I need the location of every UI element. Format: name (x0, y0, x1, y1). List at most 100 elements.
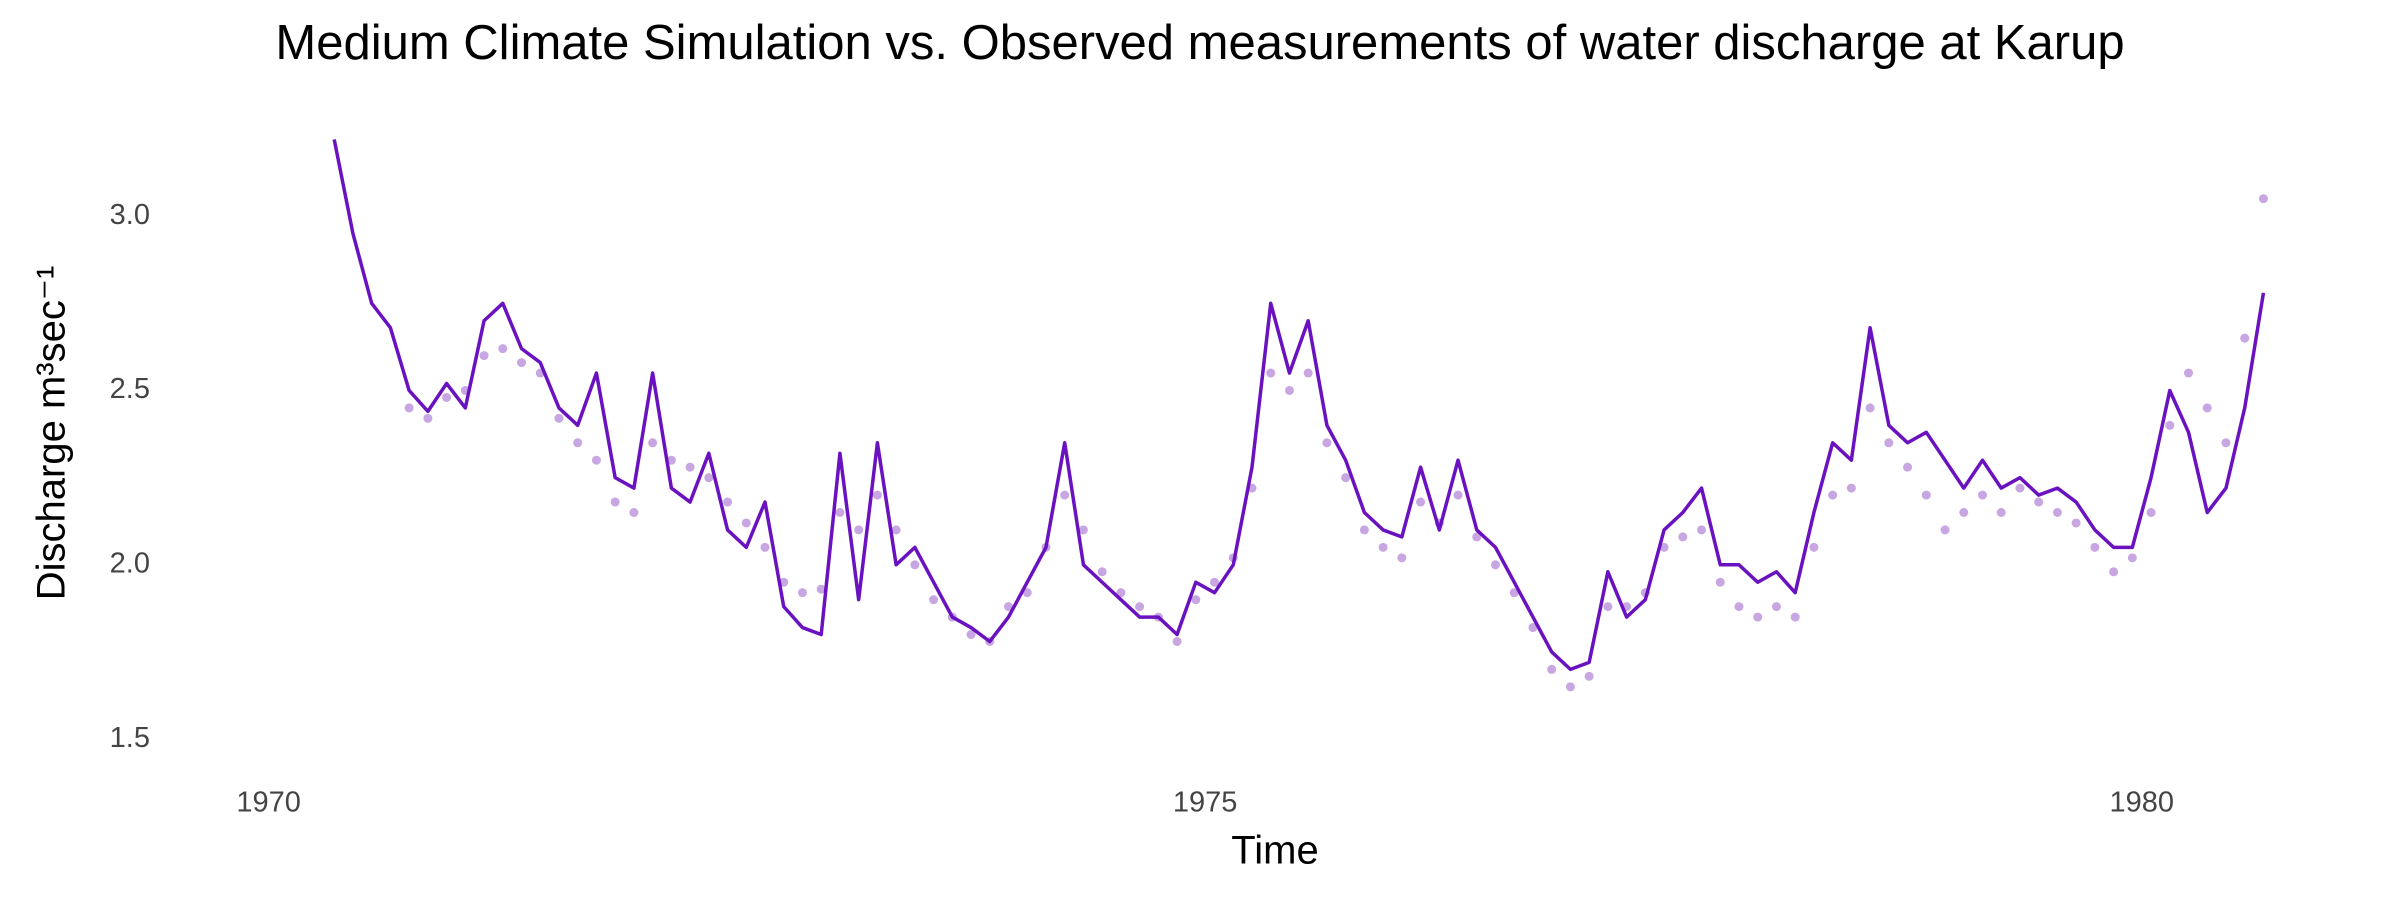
observed-point (1341, 473, 1351, 483)
observed-point (648, 438, 658, 448)
y-tick-label: 3.0 (110, 199, 150, 231)
y-tick-label: 2.5 (110, 373, 150, 405)
observed-point (1603, 602, 1613, 612)
observed-point (610, 497, 620, 507)
observed-point (760, 542, 770, 552)
observed-point (1416, 497, 1426, 507)
observed-point (1940, 525, 1950, 535)
observed-point (1715, 577, 1725, 587)
observed-point (854, 525, 864, 535)
observed-point (2034, 497, 2044, 507)
observed-point (1004, 602, 1014, 612)
observed-point (2090, 542, 2100, 552)
observed-point (2240, 333, 2250, 343)
observed-point (498, 344, 508, 354)
observed-point (1472, 532, 1482, 542)
observed-point (591, 455, 601, 465)
observed-point (1884, 438, 1894, 448)
observed-point (1846, 483, 1856, 493)
observed-point (1359, 525, 1369, 535)
observed-point (2146, 507, 2156, 517)
observed-point (910, 560, 920, 570)
observed-point (517, 358, 527, 368)
observed-point (1828, 490, 1838, 500)
observed-point (1078, 525, 1088, 535)
observed-point (2221, 438, 2231, 448)
observed-point (835, 507, 845, 517)
observed-point (2165, 420, 2175, 430)
observed-point (685, 462, 695, 472)
x-axis-title: Time (1231, 829, 1318, 873)
observed-point (1322, 438, 1332, 448)
observed-point (629, 507, 639, 517)
simulation-line (332, 139, 2266, 672)
observed-point (1996, 507, 2006, 517)
observed-point (1191, 595, 1201, 605)
observed-point (404, 403, 414, 413)
observed-point (1509, 588, 1519, 598)
observed-point (1753, 612, 1763, 622)
observed-point (1266, 368, 1276, 378)
observed-point (1734, 602, 1744, 612)
observed-point (741, 518, 751, 528)
observed-point (966, 630, 976, 640)
observed-point (2015, 483, 2025, 493)
observed-point (891, 525, 901, 535)
observed-point (1284, 385, 1294, 395)
observed-point (1584, 671, 1594, 681)
observed-point (2127, 553, 2137, 563)
x-tick-label: 1975 (1173, 787, 1238, 819)
observed-point (872, 490, 882, 500)
observed-point (1490, 560, 1500, 570)
observed-point (2258, 194, 2268, 204)
observed-point (1865, 403, 1875, 413)
observed-point (704, 473, 714, 483)
observed-point (1565, 682, 1575, 692)
observed-point (1397, 553, 1407, 563)
y-tick-label: 2.0 (110, 547, 150, 579)
observed-point (1959, 507, 1969, 517)
observed-point (573, 438, 583, 448)
observed-point (2071, 518, 2081, 528)
observed-point (2109, 567, 2119, 577)
observed-point (1678, 532, 1688, 542)
observed-point (554, 413, 564, 423)
y-tick-label: 1.5 (110, 722, 150, 754)
chart-title: Medium Climate Simulation vs. Observed m… (275, 16, 2124, 70)
y-axis-title: Discharge m³sec⁻¹ (30, 266, 74, 601)
observed-point (1903, 462, 1913, 472)
observed-point (666, 455, 676, 465)
observed-point (1528, 623, 1538, 633)
observed-point (1060, 490, 1070, 500)
observed-point (1303, 368, 1313, 378)
observed-point (929, 595, 939, 605)
observed-point (1453, 490, 1463, 500)
observed-point (1378, 542, 1388, 552)
x-tick-label: 1970 (236, 787, 301, 819)
observed-point (1809, 542, 1819, 552)
observed-point (1790, 612, 1800, 622)
observed-point (723, 497, 733, 507)
observed-point (1697, 525, 1707, 535)
observed-point (1659, 542, 1669, 552)
observed-point (1210, 577, 1220, 587)
observed-point (1547, 664, 1557, 674)
observed-point (1921, 490, 1931, 500)
observed-point (1135, 602, 1145, 612)
observed-point (2184, 368, 2194, 378)
observed-point (816, 584, 826, 594)
observed-point (1771, 602, 1781, 612)
observed-point (1116, 588, 1126, 598)
observed-point (442, 392, 452, 402)
observed-point (797, 588, 807, 598)
observed-point (1097, 567, 1107, 577)
x-tick-label: 1980 (2109, 787, 2174, 819)
observed-point (423, 413, 433, 423)
observed-point (2052, 507, 2062, 517)
observed-point (479, 351, 489, 361)
observed-point (1172, 636, 1182, 646)
observed-point (1977, 490, 1987, 500)
observed-point (1022, 588, 1032, 598)
